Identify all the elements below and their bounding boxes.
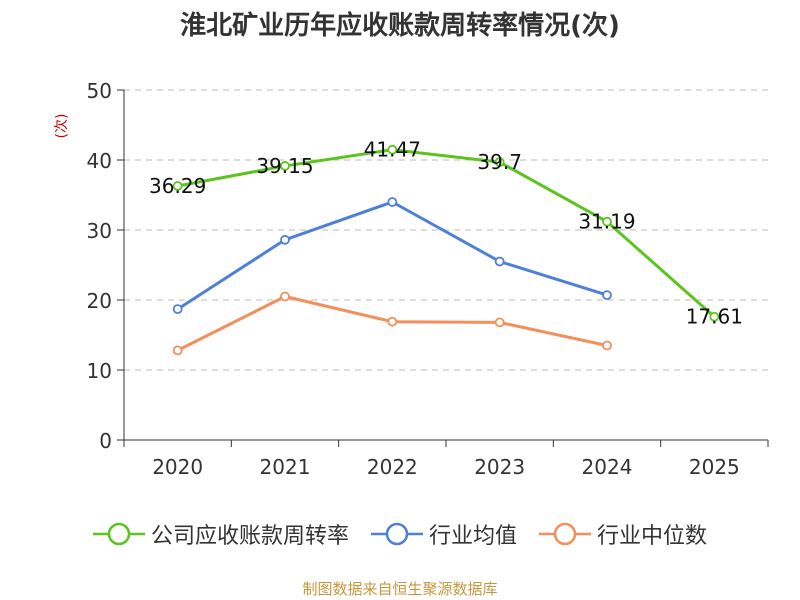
x-tick-label: 2020	[152, 455, 203, 479]
chart-title: 淮北矿业历年应收账款周转率情况(次)	[180, 11, 620, 41]
data-point	[387, 316, 398, 327]
legend-item[interactable]: 行业均值	[370, 518, 517, 550]
y-tick-label: 10	[87, 359, 112, 383]
legend-swatch-icon	[370, 522, 423, 546]
data-point	[602, 216, 612, 227]
data-label: 31.19	[578, 210, 635, 234]
data-label: 41.47	[364, 138, 421, 162]
y-tick-label: 0	[99, 429, 112, 453]
series-lines	[172, 144, 720, 356]
data-point	[387, 197, 398, 207]
data-point	[387, 144, 398, 155]
series-line	[177, 148, 716, 318]
data-point	[280, 291, 290, 302]
data-labels: 36.29 39.15 41.47 39.7 31.19 17.61	[149, 138, 743, 329]
axes: 0 10 20 30 40 50 2020 2021 2022 2023 2024 2025	[87, 79, 769, 479]
x-tick-label: 2025	[689, 455, 740, 479]
data-point	[602, 340, 612, 351]
legend-item[interactable]: 公司应收账款周转率	[92, 518, 349, 550]
data-point	[494, 256, 505, 267]
y-tick-label: 20	[87, 289, 112, 313]
data-label: 17.61	[686, 305, 743, 329]
data-label: 39.15	[256, 154, 313, 178]
data-point	[280, 234, 290, 245]
data-point	[494, 317, 505, 328]
data-point	[172, 345, 183, 356]
x-tick-label: 2022	[367, 455, 418, 479]
data-point	[172, 304, 183, 315]
x-tick-label: 2024	[582, 455, 633, 479]
data-point	[280, 161, 290, 171]
y-tick-label: 30	[87, 219, 112, 243]
data-point	[602, 290, 612, 301]
legend-label: 公司应收账款周转率	[150, 524, 349, 549]
chart-legend: 公司应收账款周转率 行业均值 行业中位数	[0, 518, 800, 550]
y-tick-label: 50	[87, 79, 112, 103]
y-axis-label: (次)	[54, 114, 70, 139]
y-tick-label: 40	[87, 149, 112, 173]
data-point	[709, 311, 720, 322]
legend-swatch-icon	[92, 522, 145, 546]
data-point	[172, 181, 183, 191]
x-tick-label: 2021	[260, 455, 311, 479]
data-label: 36.29	[149, 174, 206, 198]
data-label: 39.7	[477, 150, 522, 174]
grid-lines	[124, 89, 768, 371]
x-tick-label: 2023	[474, 455, 525, 479]
series-line	[176, 200, 608, 311]
data-source-note: 制图数据来自恒生聚源数据库	[302, 580, 498, 598]
legend-item[interactable]: 行业中位数	[539, 518, 707, 550]
data-point	[494, 157, 505, 168]
legend-swatch-icon	[539, 522, 591, 546]
legend-label: 行业中位数	[597, 524, 708, 549]
legend-label: 行业均值	[428, 524, 517, 549]
